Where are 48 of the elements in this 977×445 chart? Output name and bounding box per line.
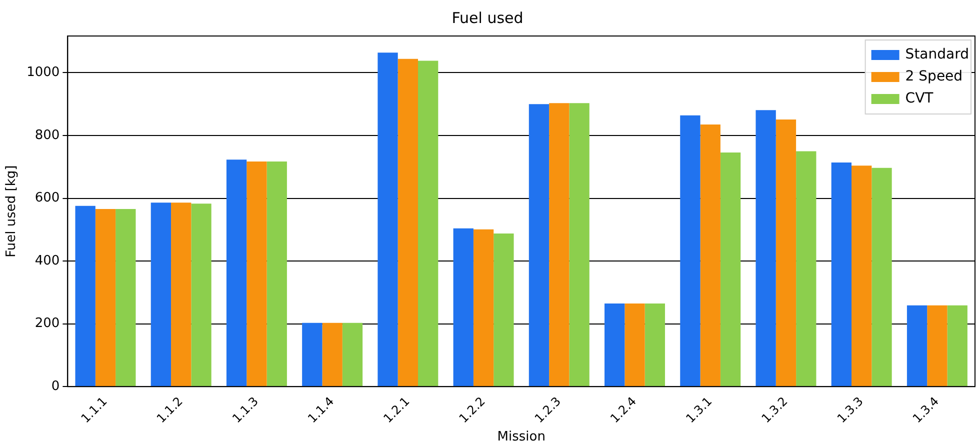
y-tick-label: 800: [34, 128, 60, 143]
bar: [947, 305, 968, 386]
bar: [927, 305, 948, 386]
bar: [549, 103, 570, 386]
bar: [246, 162, 267, 386]
bar: [906, 305, 928, 386]
y-tick-label: 1000: [26, 65, 60, 80]
chart-title: Fuel used: [452, 8, 524, 27]
bar: [720, 152, 741, 386]
bar: [95, 208, 116, 386]
bar: [302, 322, 322, 386]
bar: [322, 322, 342, 386]
legend-label: Standard: [905, 46, 970, 63]
bar: [226, 160, 247, 386]
bar: [342, 322, 363, 386]
bar: [398, 58, 418, 386]
bar: [872, 168, 892, 386]
bar: [624, 303, 645, 386]
bar: [776, 120, 796, 386]
bar: [796, 151, 816, 386]
bar: [528, 104, 550, 386]
x-axis-title: Mission: [497, 430, 546, 445]
bar: [831, 162, 852, 386]
bar: [191, 204, 212, 386]
bar: [604, 303, 625, 386]
bar: [473, 229, 494, 386]
bar: [756, 110, 776, 386]
bar: [418, 60, 438, 386]
legend-label: CVT: [905, 90, 934, 107]
bar: [266, 162, 287, 386]
bar: [680, 115, 700, 386]
y-tick-label: 0: [51, 379, 60, 394]
y-tick-label: 600: [34, 190, 60, 206]
bar: [116, 208, 136, 386]
bar: [644, 303, 665, 386]
bar: [378, 52, 398, 386]
y-axis-title: Fuel used [kg]: [4, 165, 20, 258]
y-tick-label: 400: [34, 253, 60, 268]
bar: [453, 228, 474, 386]
bar: [171, 202, 192, 386]
bar: [569, 103, 590, 386]
bar: [494, 233, 514, 386]
y-tick-label: 200: [34, 316, 60, 332]
bar: [852, 166, 872, 386]
bar: [150, 202, 172, 386]
bar: [75, 206, 96, 386]
bar: [700, 124, 720, 386]
legend-label: 2 Speed: [905, 68, 963, 85]
